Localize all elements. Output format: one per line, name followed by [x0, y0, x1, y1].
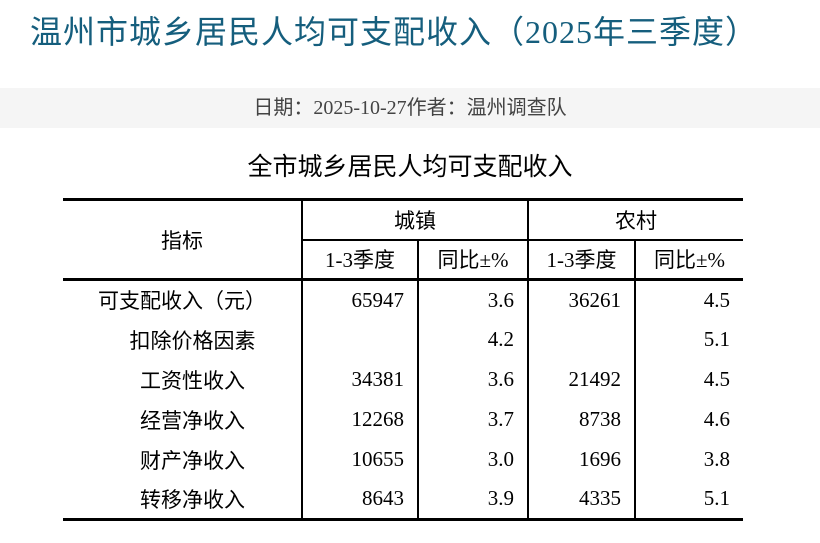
table-row: 转移净收入 8643 3.9 4335 5.1	[63, 479, 743, 520]
header-rural-quarter: 1-3季度	[527, 239, 635, 281]
indicator-cell: 扣除价格因素	[108, 328, 256, 353]
urban-yoy-cell: 3.6	[417, 279, 528, 320]
date-value: 2025-10-27	[313, 97, 407, 119]
income-table: 指标 城镇 农村 1-3季度 同比±% 1-3季度 同比±% 可支配收入（元） …	[63, 198, 743, 521]
rural-value-cell: 4335	[527, 479, 635, 520]
urban-value-cell: 12268	[301, 399, 418, 440]
urban-value-cell: 34381	[301, 359, 418, 400]
table-row: 经营净收入 12268 3.7 8738 4.6	[63, 399, 743, 440]
table-row: 工资性收入 34381 3.6 21492 4.5	[63, 359, 743, 400]
rural-yoy-cell: 4.5	[634, 279, 743, 320]
table-row: 财产净收入 10655 3.0 1696 3.8	[63, 439, 743, 480]
header-indicator: 指标	[63, 199, 302, 281]
rural-yoy-cell: 5.1	[634, 479, 743, 520]
header-sub-row: 1-3季度 同比±% 1-3季度 同比±%	[63, 239, 743, 281]
urban-yoy-cell: 3.6	[417, 359, 528, 400]
urban-value-cell: 8643	[301, 479, 418, 520]
table-title: 全市城乡居民人均可支配收入	[247, 154, 573, 181]
urban-value-cell	[301, 319, 418, 360]
rural-yoy-cell: 3.8	[634, 439, 743, 480]
urban-yoy-cell: 4.2	[417, 319, 528, 360]
rural-value-cell: 21492	[527, 359, 635, 400]
indicator-cell: 工资性收入	[119, 368, 245, 393]
rural-yoy-cell: 4.5	[634, 359, 743, 400]
rural-value-cell: 8738	[527, 399, 635, 440]
urban-value-cell: 65947	[301, 279, 418, 320]
rural-yoy-cell: 5.1	[634, 319, 743, 360]
header-urban-quarter: 1-3季度	[301, 239, 418, 281]
urban-yoy-cell: 3.9	[417, 479, 528, 520]
urban-yoy-cell: 3.7	[417, 399, 528, 440]
indicator-cell: 经营净收入	[119, 408, 245, 433]
rural-value-cell: 36261	[527, 279, 635, 320]
indicator-cell: 转移净收入	[119, 487, 245, 512]
header-rural-yoy: 同比±%	[634, 239, 743, 281]
date-label: 日期：	[253, 97, 314, 119]
table-row: 扣除价格因素 4.2 5.1	[63, 319, 743, 360]
header-group-urban: 城镇	[301, 199, 528, 241]
header-group-row: 指标 城镇 农村	[63, 199, 743, 281]
rural-value-cell: 1696	[527, 439, 635, 480]
header-urban-yoy: 同比±%	[417, 239, 528, 281]
meta-bar: 日期：2025-10-27作者：温州调查队	[0, 88, 820, 128]
rural-yoy-cell: 4.6	[634, 399, 743, 440]
author-label: 作者：	[406, 97, 467, 119]
indicator-cell: 财产净收入	[119, 448, 245, 473]
urban-value-cell: 10655	[301, 439, 418, 480]
rural-value-cell	[527, 319, 635, 360]
indicator-cell: 可支配收入（元）	[98, 289, 266, 314]
page: 温州市城乡居民人均可支配收入（2025年三季度） 日期：2025-10-27作者…	[0, 12, 820, 521]
table-row: 可支配收入（元） 65947 3.6 36261 4.5	[63, 279, 743, 320]
urban-yoy-cell: 3.0	[417, 439, 528, 480]
page-title: 温州市城乡居民人均可支配收入（2025年三季度）	[30, 14, 759, 50]
header-group-rural: 农村	[527, 199, 743, 241]
author-value: 温州调查队	[466, 97, 567, 119]
